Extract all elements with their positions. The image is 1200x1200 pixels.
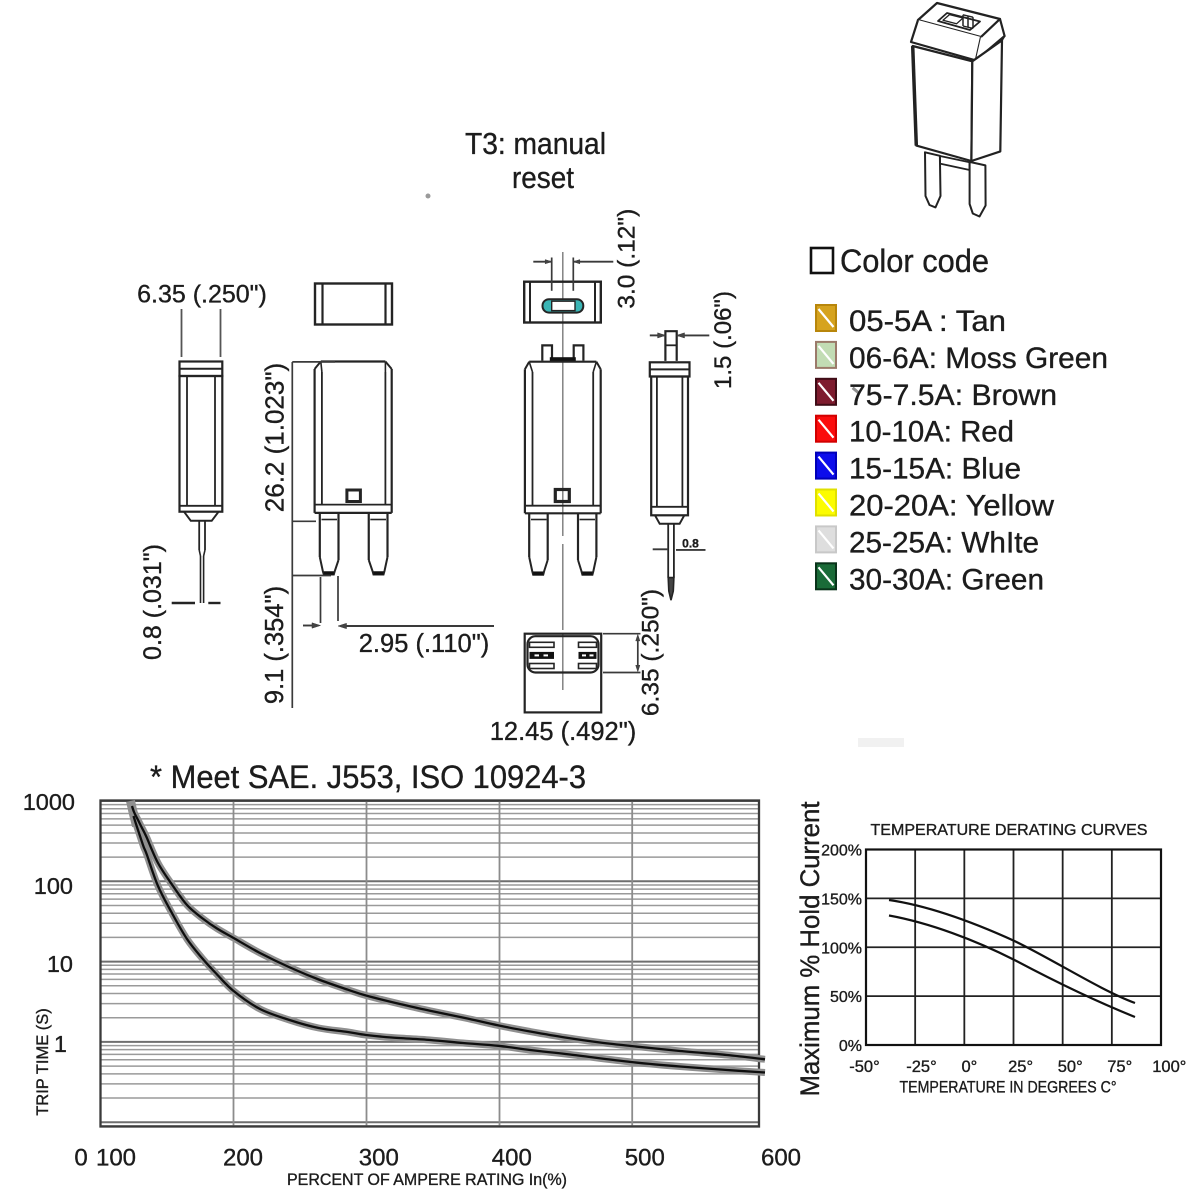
svg-text:20-20A: Yellow: 20-20A: Yellow — [849, 490, 1055, 523]
svg-text:-50°: -50° — [849, 1058, 879, 1076]
svg-text:25°: 25° — [1008, 1058, 1033, 1076]
svg-text:26.2 (1.023"): 26.2 (1.023") — [260, 363, 290, 512]
svg-text:500: 500 — [625, 1145, 665, 1172]
svg-text:0: 0 — [74, 1145, 87, 1172]
svg-text:1000: 1000 — [23, 789, 75, 815]
svg-text:10-10A: Red: 10-10A: Red — [849, 416, 1014, 449]
svg-text:06-6A: Moss Green: 06-6A: Moss Green — [849, 342, 1108, 375]
svg-text:1: 1 — [54, 1031, 67, 1057]
svg-text:Color code: Color code — [840, 243, 989, 279]
svg-text:150%: 150% — [821, 891, 862, 908]
svg-text:TEMPERATURE DERATING CURVES: TEMPERATURE DERATING CURVES — [871, 822, 1148, 839]
svg-text:30-30A: Green: 30-30A: Green — [849, 563, 1044, 596]
svg-text:-25°: -25° — [906, 1058, 936, 1076]
svg-text:25-25A: WhIte: 25-25A: WhIte — [849, 526, 1039, 559]
svg-text:TEMPERATURE IN DEGREES C°: TEMPERATURE IN DEGREES C° — [900, 1079, 1117, 1097]
svg-text:100°: 100° — [1152, 1058, 1186, 1076]
svg-text:* Meet SAE. J553, ISO 10924-3: * Meet SAE. J553, ISO 10924-3 — [150, 759, 586, 795]
svg-text:75-7.5A: Brown: 75-7.5A: Brown — [849, 379, 1057, 412]
svg-text:100: 100 — [34, 873, 73, 899]
svg-text:3.0 (.12"): 3.0 (.12") — [614, 209, 641, 309]
svg-text:200%: 200% — [821, 843, 862, 860]
svg-text:50°: 50° — [1058, 1058, 1083, 1076]
svg-text:0.8 (.031"): 0.8 (.031") — [139, 544, 167, 660]
svg-text:0°: 0° — [962, 1058, 978, 1076]
svg-text:6.35 (.250"): 6.35 (.250") — [137, 281, 267, 309]
svg-text:Maximum % Hold Current: Maximum % Hold Current — [795, 801, 825, 1096]
svg-text:15-15A: Blue: 15-15A: Blue — [849, 453, 1021, 486]
svg-text:75°: 75° — [1107, 1058, 1132, 1076]
svg-text:05-5A : Tan: 05-5A : Tan — [849, 305, 1006, 338]
svg-text:0%: 0% — [839, 1038, 862, 1055]
svg-text:100%: 100% — [821, 940, 862, 957]
svg-text:TRIP TIME (S): TRIP TIME (S) — [34, 1008, 52, 1116]
svg-text:100: 100 — [96, 1145, 136, 1172]
svg-text:12.45 (.492"): 12.45 (.492") — [490, 718, 637, 746]
svg-text:50%: 50% — [830, 989, 862, 1006]
svg-text:reset: reset — [512, 161, 574, 195]
svg-text:9.1 (.354"): 9.1 (.354") — [261, 586, 289, 704]
svg-text:300: 300 — [359, 1145, 399, 1172]
svg-text:6.35 (.250"): 6.35 (.250") — [638, 589, 665, 716]
svg-text:0.8: 0.8 — [682, 537, 699, 551]
svg-text:PERCENT OF AMPERE RATING In: PERCENT OF AMPERE RATING In(%) — [287, 1171, 567, 1189]
svg-text:10: 10 — [47, 951, 73, 977]
svg-text:600: 600 — [761, 1145, 801, 1172]
svg-text:400: 400 — [492, 1145, 532, 1172]
svg-text:T3: manual: T3: manual — [465, 127, 606, 161]
svg-text:200: 200 — [223, 1145, 263, 1172]
svg-text:2.95 (.110"): 2.95 (.110") — [359, 630, 490, 658]
svg-text:1.5 (.06"): 1.5 (.06") — [710, 291, 737, 389]
